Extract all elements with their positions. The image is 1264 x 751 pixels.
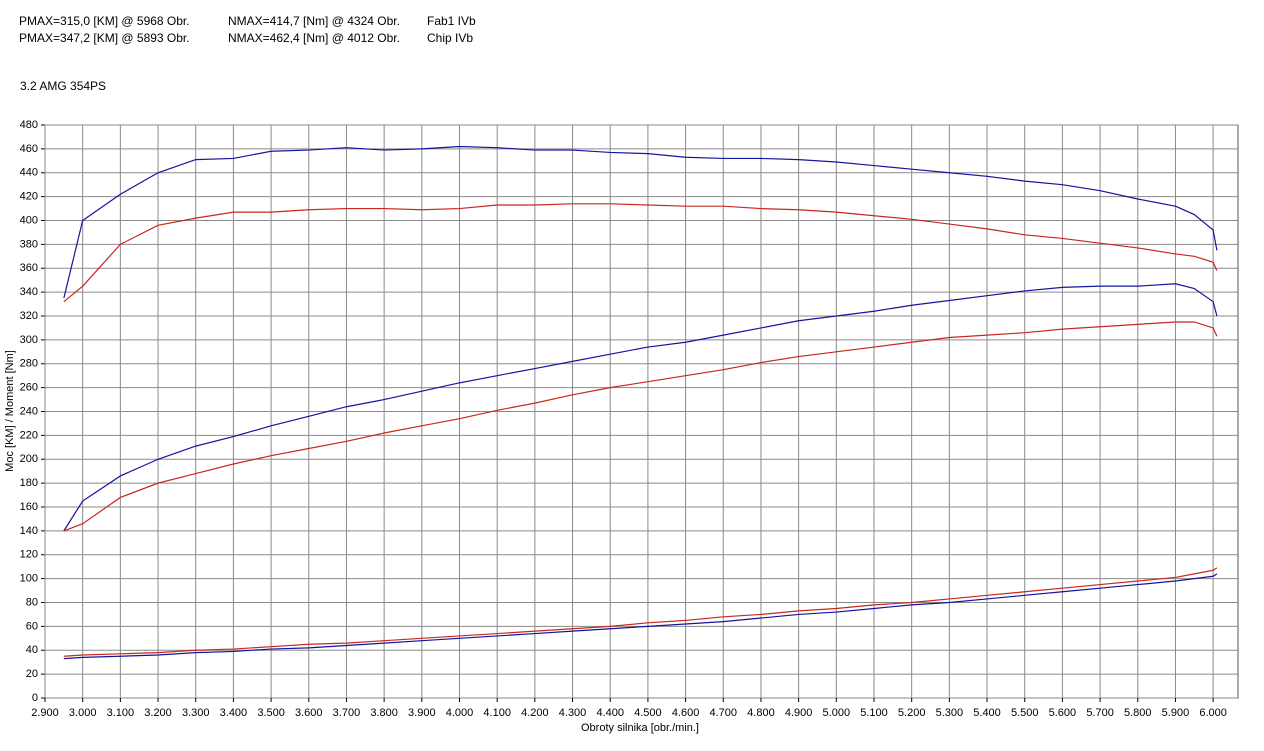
y-tick-label: 280	[20, 358, 38, 370]
header-text: PMAX=347,2 [KM] @ 5893 Obr.	[19, 31, 190, 45]
x-tick-label: 4.600	[672, 707, 700, 719]
x-tick-label: 5.300	[936, 707, 964, 719]
x-tick-label: 4.700	[710, 707, 738, 719]
x-tick-label: 6.000	[1199, 707, 1227, 719]
x-tick-label: 3.900	[408, 707, 436, 719]
x-tick-label: 4.000	[446, 707, 474, 719]
x-tick-label: 4.800	[747, 707, 775, 719]
x-tick-label: 2.900	[31, 707, 59, 719]
x-tick-label: 5.100	[860, 707, 888, 719]
x-tick-label: 5.200	[898, 707, 926, 719]
x-tick-label: 3.000	[69, 707, 97, 719]
header-text: PMAX=315,0 [KM] @ 5968 Obr.	[19, 14, 190, 28]
header-text: NMAX=414,7 [Nm] @ 4324 Obr.	[228, 14, 400, 28]
y-tick-label: 220	[20, 429, 38, 441]
y-tick-label: 120	[20, 549, 38, 561]
x-tick-label: 4.300	[559, 707, 587, 719]
x-tick-label: 5.500	[1011, 707, 1039, 719]
y-tick-label: 160	[20, 501, 38, 513]
y-tick-label: 60	[26, 620, 38, 632]
series-line	[63, 203, 1218, 303]
y-tick-label: 300	[20, 334, 38, 346]
x-tick-label: 4.500	[634, 707, 662, 719]
x-tick-label: 5.900	[1162, 707, 1190, 719]
y-tick-label: 140	[20, 525, 38, 537]
y-tick-label: 40	[26, 644, 38, 656]
header-text: Fab1 IVb	[427, 14, 476, 28]
x-tick-label: 4.200	[521, 707, 549, 719]
x-tick-label: 3.400	[220, 707, 248, 719]
x-tick-label: 5.800	[1124, 707, 1152, 719]
x-tick-label: 5.700	[1086, 707, 1114, 719]
y-tick-label: 420	[20, 191, 38, 203]
x-tick-label: 3.700	[333, 707, 361, 719]
x-tick-label: 5.400	[973, 707, 1001, 719]
y-tick-label: 340	[20, 286, 38, 298]
x-tick-label: 5.000	[823, 707, 851, 719]
header-text: NMAX=462,4 [Nm] @ 4012 Obr.	[228, 31, 400, 45]
series-line	[63, 321, 1218, 532]
y-tick-label: 180	[20, 477, 38, 489]
y-tick-label: 80	[26, 596, 38, 608]
y-tick-label: 100	[20, 573, 38, 585]
x-tick-label: 4.100	[483, 707, 511, 719]
y-tick-label: 480	[20, 119, 38, 131]
x-axis-title: Obroty silnika [obr./min.]	[581, 722, 699, 734]
x-tick-label: 3.100	[107, 707, 135, 719]
y-tick-label: 240	[20, 405, 38, 417]
x-tick-label: 3.500	[257, 707, 285, 719]
y-tick-label: 260	[20, 382, 38, 394]
x-tick-label: 3.800	[370, 707, 398, 719]
series-line	[63, 567, 1218, 657]
y-tick-label: 360	[20, 262, 38, 274]
subtitle: 3.2 AMG 354PS	[20, 79, 106, 93]
y-tick-label: 320	[20, 310, 38, 322]
x-tick-label: 5.600	[1049, 707, 1077, 719]
y-tick-label: 200	[20, 453, 38, 465]
y-tick-label: 20	[26, 668, 38, 680]
y-tick-label: 380	[20, 238, 38, 250]
y-tick-label: 440	[20, 167, 38, 179]
y-tick-label: 0	[32, 692, 38, 704]
x-tick-label: 4.400	[596, 707, 624, 719]
header-text: Chip IVb	[427, 31, 473, 45]
x-tick-label: 3.200	[144, 707, 172, 719]
series-line	[63, 573, 1218, 660]
x-tick-label: 4.900	[785, 707, 813, 719]
series-line	[63, 145, 1218, 299]
y-tick-label: 460	[20, 143, 38, 155]
y-tick-label: 400	[20, 214, 38, 226]
x-tick-label: 3.600	[295, 707, 323, 719]
y-axis-title: Moc [KM] / Moment [Nm]	[4, 350, 16, 472]
x-tick-label: 3.300	[182, 707, 210, 719]
series-line	[63, 283, 1218, 532]
